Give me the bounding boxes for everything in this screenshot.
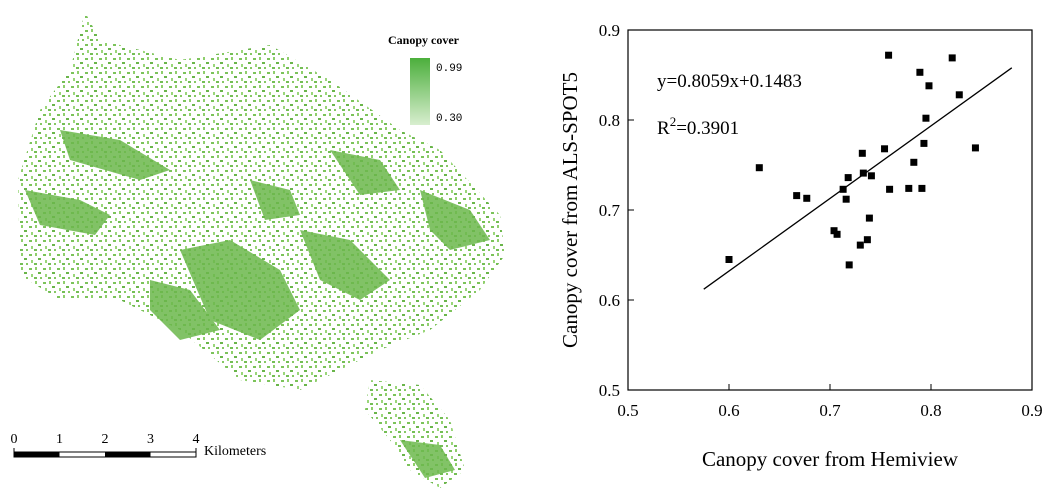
data-point [857, 242, 864, 249]
r-squared-base: R [657, 118, 670, 139]
legend-ramp [410, 58, 430, 125]
data-point [845, 174, 852, 181]
r-squared-value: =0.3901 [676, 118, 739, 139]
data-point [920, 140, 927, 147]
x-tick-label: 0.9 [1021, 401, 1042, 420]
scale-label: 3 [147, 432, 154, 447]
r-squared: R2=0.3901 [657, 114, 739, 139]
data-point [886, 186, 893, 193]
data-point [840, 186, 847, 193]
data-point [793, 192, 800, 199]
data-point [910, 159, 917, 166]
y-axis-label: Canopy cover from ALS-SPOT5 [558, 72, 582, 348]
scale-bar [14, 448, 196, 457]
data-point [860, 170, 867, 177]
map-region [365, 380, 465, 488]
data-point [905, 185, 912, 192]
data-point [859, 150, 866, 157]
y-tick-label: 0.9 [599, 21, 620, 40]
data-point [834, 231, 841, 238]
x-axis-label: Canopy cover from Hemiview [702, 447, 959, 471]
data-point [918, 185, 925, 192]
data-point [885, 52, 892, 59]
data-point [864, 236, 871, 243]
data-point [925, 82, 932, 89]
data-point [866, 215, 873, 222]
data-point [949, 54, 956, 61]
y-tick-label: 0.6 [599, 291, 620, 310]
data-point [843, 196, 850, 203]
scale-unit: Kilometers [204, 444, 266, 459]
legend-title: Canopy cover [388, 33, 460, 47]
data-point [868, 172, 875, 179]
legend-label: 0.30 [436, 113, 462, 125]
map: Canopy cover 0.99 0.30 0 1 2 3 4 Kilometers [11, 12, 506, 488]
x-tick-label: 0.7 [819, 401, 841, 420]
y-tick-label: 0.5 [599, 381, 620, 400]
scatter-plot: y=0.8059x+0.1483 R2=0.3901 Canopy cover … [558, 21, 1043, 471]
data-point [956, 91, 963, 98]
scale-label: 4 [193, 432, 200, 447]
fit-line [704, 68, 1012, 289]
data-point [881, 145, 888, 152]
data-point [756, 164, 763, 171]
y-tick-label: 0.8 [599, 111, 620, 130]
x-tick-label: 0.8 [920, 401, 941, 420]
data-point [846, 261, 853, 268]
data-point [803, 195, 810, 202]
figure: Canopy cover 0.99 0.30 01234 Kilometers … [0, 0, 1047, 490]
y-tick-label: 0.7 [599, 201, 621, 220]
data-point [922, 115, 929, 122]
equation: y=0.8059x+0.1483 [657, 71, 802, 92]
scale-label: 0 [11, 432, 18, 447]
scale-label: 1 [56, 432, 63, 447]
scale-label: 2 [102, 432, 109, 447]
data-point [726, 256, 733, 263]
data-point [972, 144, 979, 151]
data-point [916, 69, 923, 76]
x-tick-label: 0.5 [617, 401, 638, 420]
legend-label: 0.99 [436, 63, 462, 75]
x-tick-label: 0.6 [718, 401, 739, 420]
